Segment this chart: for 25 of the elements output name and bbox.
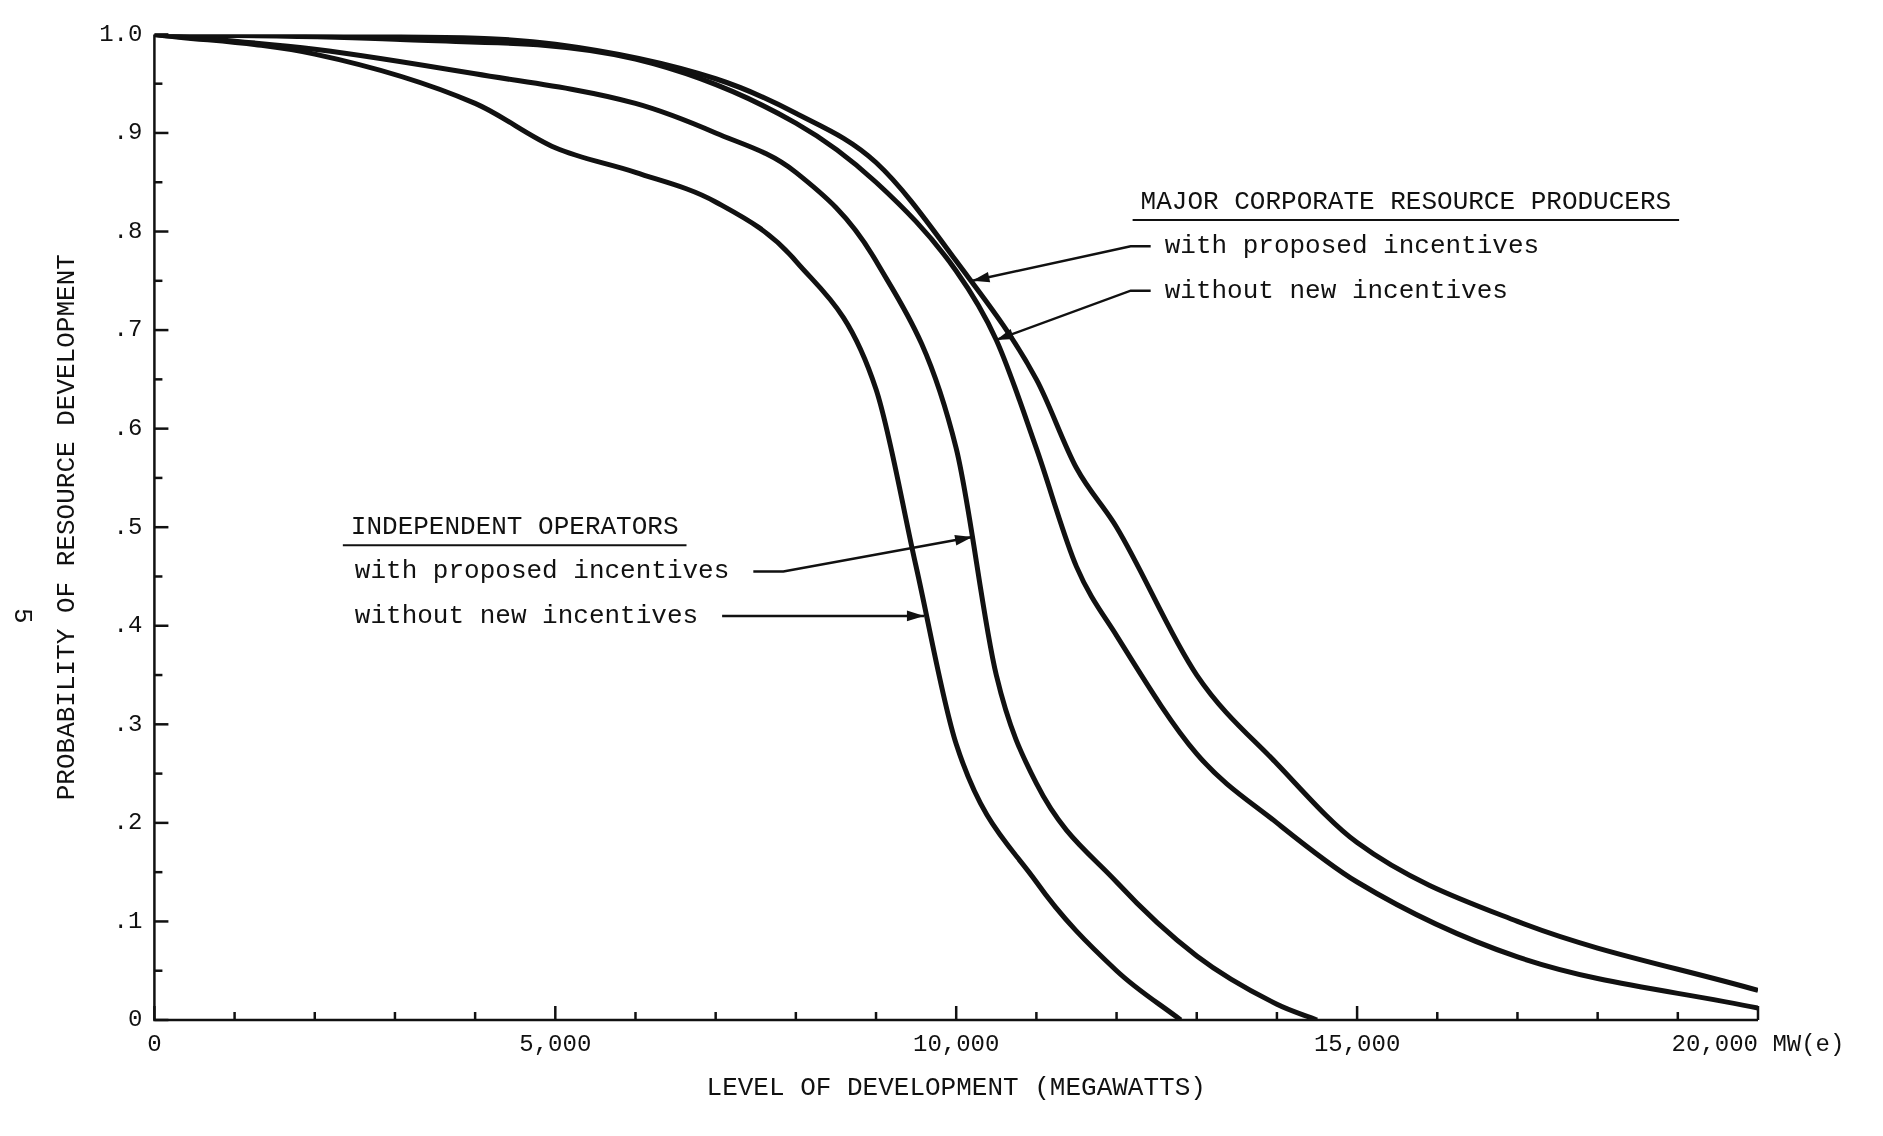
y-tick-label: 1.0: [99, 20, 143, 48]
annotation: with proposed incentives: [354, 556, 730, 587]
annotation: MAJOR CORPORATE RESOURCE PRODUCERS: [1140, 186, 1672, 217]
x-tick-label: 10,000: [912, 1030, 1000, 1058]
annotation: without new incentives: [354, 600, 699, 631]
y-tick-label: .5: [113, 513, 143, 541]
annotation: with proposed incentives: [1164, 231, 1540, 262]
y-tick-label: .1: [113, 907, 143, 935]
x-tick-label: 15,000: [1313, 1030, 1401, 1058]
y-tick-label: .2: [113, 809, 143, 837]
x-tick-label: 20,000 MW(e): [1671, 1030, 1845, 1058]
text: 5: [7, 608, 38, 624]
x-axis-title: LEVEL OF DEVELOPMENT (MEGAWATTS): [706, 1073, 1206, 1104]
x-tick-label: 5,000: [519, 1030, 592, 1058]
y-tick-label: .4: [113, 612, 143, 640]
y-tick-label: .9: [113, 119, 143, 147]
annotation: without new incentives: [1164, 275, 1508, 306]
y-tick-label: .3: [113, 710, 143, 738]
y-tick-label: .8: [113, 217, 143, 245]
x-tick-label: 0: [147, 1030, 162, 1058]
y-tick-label: .7: [113, 316, 143, 344]
y-tick-label: 0: [128, 1006, 143, 1034]
annotation: INDEPENDENT OPERATORS: [350, 512, 679, 543]
y-axis-title: PROBABILITY OF RESOURCE DEVELOPMENT: [52, 254, 83, 801]
y-tick-label: .6: [113, 415, 143, 442]
